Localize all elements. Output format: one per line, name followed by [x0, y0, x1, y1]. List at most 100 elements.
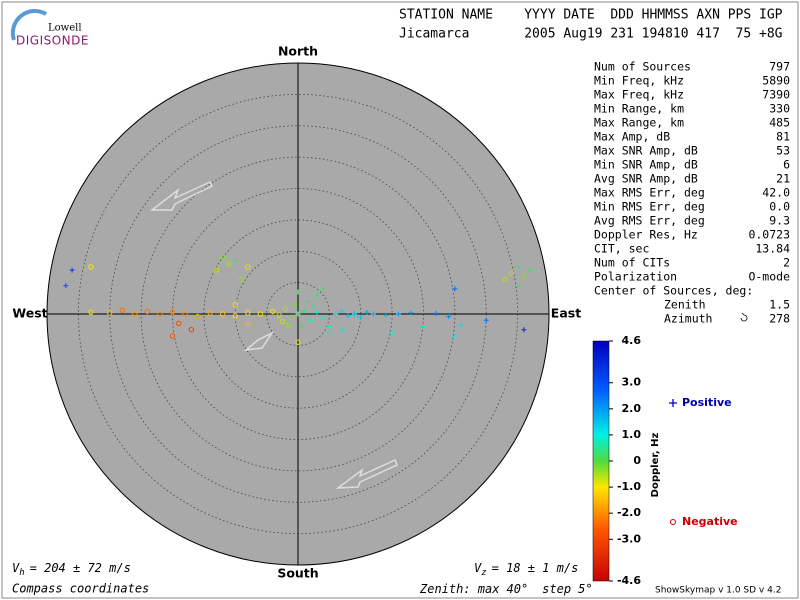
- vh-sub: h: [19, 568, 24, 578]
- source-negative: [508, 270, 515, 276]
- stat-label: Min SNR Amp, dB: [594, 158, 698, 172]
- zenith-max: 40: [506, 582, 520, 596]
- colorbar-tick-label: 3.0: [622, 376, 642, 389]
- arrow: [335, 458, 398, 489]
- stat-value: 0.0723: [748, 228, 790, 242]
- source-positive: [433, 310, 439, 316]
- source-negative: [88, 309, 94, 315]
- vh-text: = 204 ± 72 m/s: [30, 561, 131, 575]
- colorbar-tick-label: -2.0: [617, 506, 641, 519]
- stat-value: 278: [769, 312, 790, 326]
- source-positive: [320, 315, 326, 321]
- zenith-unit: °: [585, 582, 592, 596]
- stat-value: 0.0: [769, 200, 790, 214]
- source-positive: [452, 286, 458, 292]
- source-positive: [311, 303, 317, 309]
- logo-swoosh: [10, 8, 48, 41]
- source-positive: [63, 283, 69, 289]
- legend-circle: [670, 519, 676, 525]
- source-positive: [515, 264, 521, 270]
- header-values: Jicamarca 2005 Aug19 231 194810 417 75 +…: [399, 27, 783, 42]
- source-positive: [383, 312, 389, 318]
- source-positive: [483, 317, 489, 323]
- legend-negative: Negative: [682, 515, 738, 528]
- colorbar-tick-label: -4.6: [617, 574, 641, 587]
- header-labels: STATION NAME YYYY DATE DDD HHMMSS AXN PP…: [399, 8, 783, 23]
- source-positive: [408, 310, 414, 316]
- vz-text: = 18 ± 1 m/s: [492, 561, 579, 575]
- vh-symbol: V: [12, 561, 20, 575]
- source-negative: [226, 261, 232, 267]
- zenith-note: Zenith: max 40° step 5°: [419, 582, 593, 596]
- source-positive: [326, 324, 332, 330]
- colorbar-tick-label: 4.6: [622, 334, 642, 347]
- vh: Vh = 204 ± 72 m/s: [12, 561, 131, 578]
- arrow: [149, 181, 214, 211]
- source-positive: [351, 311, 357, 317]
- source-positive: [69, 267, 75, 273]
- colorbar-tick-label: 1.0: [622, 428, 642, 441]
- source-negative: [521, 273, 527, 280]
- source-positive: [339, 327, 345, 333]
- source-positive: [320, 286, 326, 292]
- source-positive: [333, 311, 339, 317]
- source-positive: [298, 324, 304, 330]
- source-negative: [292, 301, 298, 308]
- stat-label: CIT, sec: [594, 242, 649, 256]
- source-negative: [194, 313, 201, 320]
- source-negative: [169, 333, 176, 339]
- north-label: North: [278, 44, 318, 59]
- source-positive: [395, 311, 401, 317]
- version: ShowSkymap v 1.0 SD v 4.2: [655, 586, 781, 596]
- vz-sub: z: [481, 568, 486, 578]
- colorbar-label: Doppler, Hz: [650, 433, 661, 498]
- source-positive: [389, 330, 395, 336]
- stat-value: 7390: [762, 88, 790, 102]
- source-negative: [257, 311, 264, 317]
- source-negative: [270, 308, 276, 315]
- stat-value: 21: [776, 172, 790, 186]
- stat-value: 42.0: [762, 186, 790, 200]
- source-positive: [364, 309, 370, 315]
- stat-value: 13.84: [755, 242, 790, 256]
- stat-value: 53: [776, 144, 790, 158]
- colorbar-tick-label: 2.0: [622, 402, 642, 415]
- zenith-unit: °: [521, 582, 528, 596]
- logo-top: Lowell: [48, 23, 82, 34]
- stat-value: 797: [769, 60, 790, 74]
- stat-label: Max RMS Err, deg: [594, 186, 705, 200]
- stat-label: Doppler Res, Hz: [594, 228, 698, 242]
- stat-label: Max Freq, kHz: [594, 88, 684, 102]
- source-positive: [339, 308, 345, 314]
- source-positive: [295, 311, 301, 317]
- arrow: [243, 331, 275, 352]
- colorbar: [592, 340, 610, 582]
- source-negative: [213, 267, 220, 273]
- source-negative: [245, 264, 251, 270]
- colorbar-tick-label: -3.0: [617, 532, 641, 545]
- zenith-step: 5: [578, 582, 585, 596]
- zenith-step-label: step: [542, 582, 571, 596]
- stat-label: Zenith: [664, 298, 706, 312]
- source-positive: [370, 311, 376, 317]
- stat-label: Max Range, km: [594, 116, 684, 130]
- source-positive: [304, 298, 310, 304]
- stat-value: 6: [783, 158, 790, 172]
- stat-value: 9.3: [769, 214, 790, 228]
- east-label: East: [551, 306, 581, 321]
- stat-value: O-mode: [748, 270, 790, 284]
- stat-label: Min Range, km: [594, 102, 684, 116]
- stat-value: 5890: [762, 74, 790, 88]
- source-positive: [521, 327, 527, 333]
- source-negative: [132, 311, 138, 317]
- stat-label: Num of CITs: [594, 256, 670, 270]
- stat-value: 485: [769, 116, 790, 130]
- source-negative: [279, 318, 286, 325]
- source-positive: [421, 324, 426, 330]
- source-negative: [238, 276, 245, 283]
- source-negative: [144, 308, 151, 315]
- logo-bottom: DIGISONDE: [16, 34, 89, 48]
- source-positive: [527, 267, 533, 273]
- stat-label: Azimuth: [664, 312, 712, 326]
